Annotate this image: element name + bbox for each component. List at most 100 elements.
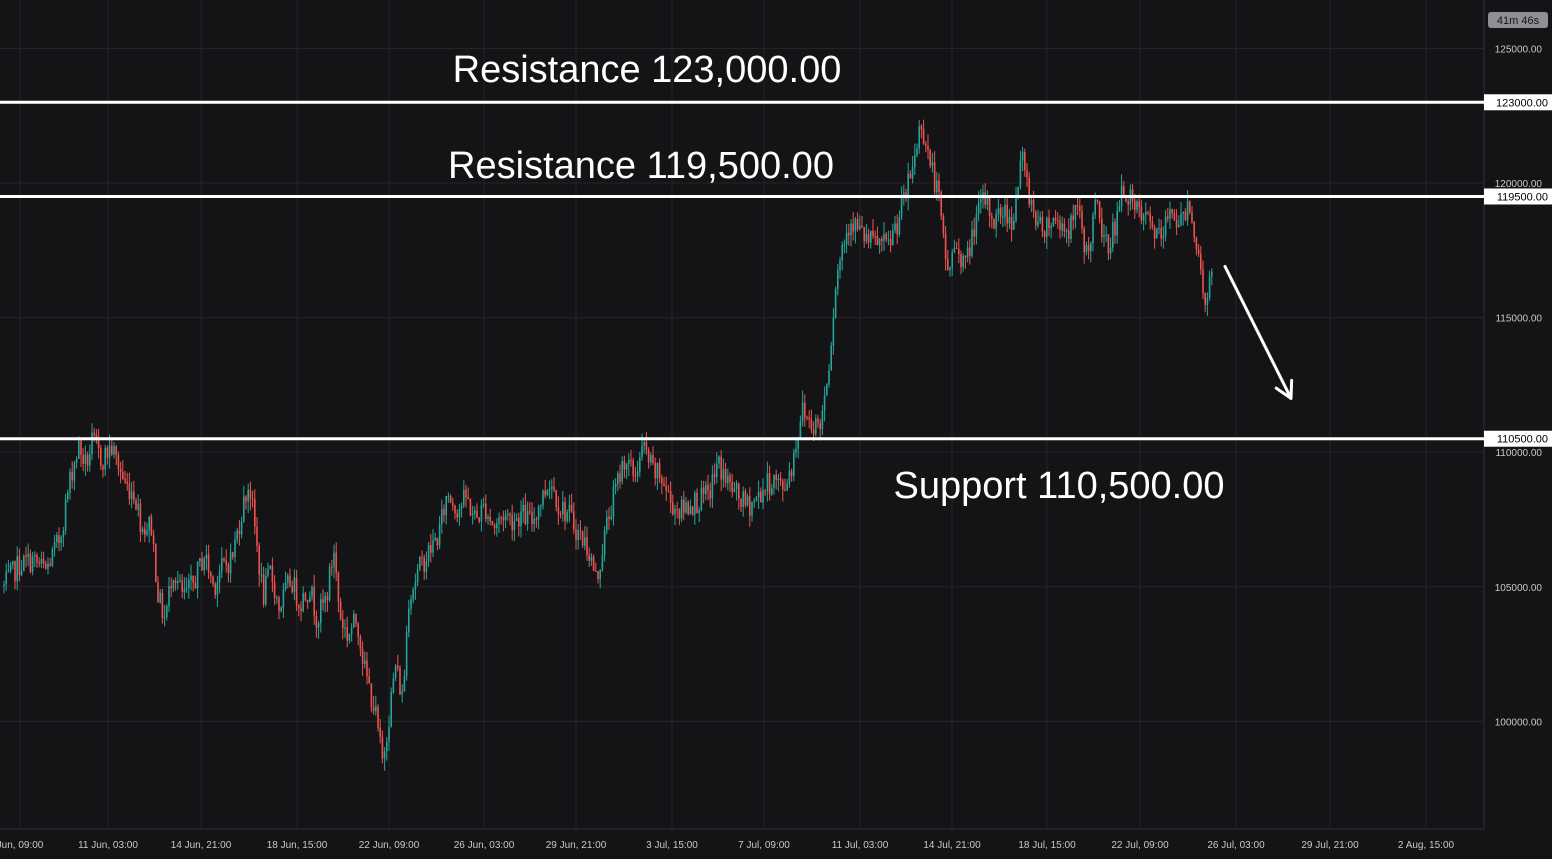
candle bbox=[1041, 210, 1044, 238]
candle-body bbox=[1147, 211, 1149, 214]
candle bbox=[751, 501, 753, 522]
candle bbox=[1112, 213, 1114, 253]
candle-body bbox=[148, 516, 150, 531]
candle-body bbox=[163, 616, 166, 618]
candle bbox=[777, 473, 780, 492]
time-axis[interactable]: Jun, 09:00 11 Jun, 03:00 14 Jun, 21:00 18 J… bbox=[0, 840, 1455, 851]
candle-body bbox=[1098, 201, 1101, 219]
candle bbox=[203, 556, 205, 576]
candle-body bbox=[45, 563, 47, 569]
candle-body bbox=[817, 418, 819, 423]
candle-body bbox=[1096, 200, 1099, 202]
candle bbox=[771, 483, 773, 497]
candle bbox=[1197, 243, 1200, 258]
candle-body bbox=[386, 741, 388, 752]
candle bbox=[441, 499, 443, 534]
candle bbox=[562, 491, 564, 522]
candle-body bbox=[64, 499, 67, 531]
candle bbox=[100, 444, 102, 470]
candle bbox=[1200, 245, 1202, 275]
candle bbox=[837, 264, 839, 296]
candle bbox=[788, 462, 791, 488]
candle-body bbox=[898, 216, 901, 235]
candle-body bbox=[452, 502, 454, 506]
candle-body bbox=[89, 454, 91, 466]
candle bbox=[894, 215, 896, 234]
candle bbox=[590, 553, 593, 566]
candle bbox=[493, 523, 496, 535]
x-tick-label: 2 Aug, 15:00 bbox=[1398, 840, 1455, 851]
candle bbox=[183, 576, 186, 600]
candle-body bbox=[1094, 200, 1096, 215]
candle-body bbox=[5, 571, 7, 585]
candle-body bbox=[634, 475, 637, 477]
candle-body bbox=[254, 499, 256, 527]
y-tick-label: 110000.00 bbox=[1495, 448, 1542, 459]
candle bbox=[661, 474, 663, 495]
candle bbox=[920, 124, 923, 139]
candle-body bbox=[443, 509, 445, 516]
candle bbox=[1184, 208, 1187, 222]
candle-body bbox=[390, 692, 392, 727]
candle bbox=[601, 544, 604, 572]
candle-body bbox=[531, 512, 533, 524]
candle-body bbox=[291, 586, 293, 592]
candle-body bbox=[56, 535, 58, 543]
candle bbox=[260, 562, 263, 583]
candle-body bbox=[529, 511, 531, 513]
candle-body bbox=[1065, 230, 1068, 232]
candle bbox=[25, 546, 27, 568]
candle-body bbox=[278, 597, 280, 612]
candle bbox=[359, 634, 362, 657]
candle-body bbox=[16, 556, 18, 582]
candle-body bbox=[991, 216, 993, 219]
candle-body bbox=[304, 593, 307, 601]
candle-body bbox=[601, 555, 604, 570]
price-axis[interactable]: 100000.00 105000.00 110000.00 115000.00 1200… bbox=[1495, 44, 1543, 728]
candle bbox=[104, 444, 106, 477]
candle-body bbox=[559, 513, 562, 515]
candle bbox=[460, 502, 463, 518]
candle-body bbox=[944, 233, 947, 260]
candle-body bbox=[953, 247, 956, 253]
candle-body bbox=[152, 535, 155, 544]
candle bbox=[1028, 172, 1030, 208]
candle bbox=[1169, 201, 1171, 229]
candle-body bbox=[920, 126, 923, 130]
candle-body bbox=[1103, 235, 1105, 238]
candle bbox=[133, 480, 135, 505]
x-tick-label: 29 Jun, 21:00 bbox=[546, 840, 607, 851]
candle-body bbox=[685, 502, 687, 513]
candle-body bbox=[683, 499, 685, 513]
candle-body bbox=[663, 483, 665, 487]
candle-body bbox=[1015, 197, 1017, 221]
candle-body bbox=[592, 556, 595, 571]
candle-body bbox=[1118, 206, 1121, 211]
candle-body bbox=[403, 676, 406, 692]
candle-body bbox=[91, 432, 93, 455]
candle-body bbox=[826, 384, 828, 396]
candle-body bbox=[654, 463, 656, 479]
candle-body bbox=[306, 600, 309, 603]
candle bbox=[152, 529, 155, 553]
candle bbox=[1164, 210, 1167, 242]
candle bbox=[29, 549, 32, 574]
candle-body bbox=[1191, 212, 1193, 223]
candle-body bbox=[133, 491, 135, 501]
candle-body bbox=[911, 167, 914, 179]
candle-body bbox=[150, 516, 153, 536]
candle bbox=[573, 502, 575, 534]
x-tick-label: 26 Jul, 03:00 bbox=[1207, 840, 1265, 851]
candle-body bbox=[687, 502, 689, 514]
candle-body bbox=[749, 496, 751, 516]
candle-body bbox=[49, 563, 51, 566]
candle bbox=[126, 472, 128, 491]
candle bbox=[845, 223, 848, 254]
candle-body bbox=[485, 503, 487, 519]
candle bbox=[1083, 225, 1085, 264]
candle bbox=[223, 557, 225, 563]
candle-body bbox=[496, 523, 498, 529]
candle bbox=[762, 478, 764, 510]
candle bbox=[238, 519, 241, 546]
